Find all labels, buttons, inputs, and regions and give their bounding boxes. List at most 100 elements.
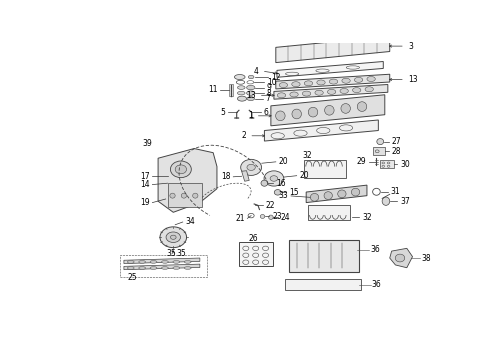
Ellipse shape bbox=[324, 105, 334, 115]
Text: 27: 27 bbox=[391, 137, 401, 146]
Ellipse shape bbox=[247, 164, 255, 170]
Text: 32: 32 bbox=[362, 213, 371, 222]
Ellipse shape bbox=[275, 111, 285, 121]
Text: 13: 13 bbox=[408, 75, 417, 84]
Ellipse shape bbox=[310, 193, 318, 201]
Ellipse shape bbox=[139, 261, 146, 263]
Ellipse shape bbox=[181, 193, 187, 198]
Text: 32: 32 bbox=[302, 151, 312, 160]
Text: 3: 3 bbox=[408, 42, 413, 51]
Ellipse shape bbox=[338, 190, 346, 198]
Text: 23: 23 bbox=[272, 212, 282, 221]
Text: 8: 8 bbox=[267, 89, 271, 98]
Ellipse shape bbox=[234, 117, 239, 119]
Ellipse shape bbox=[260, 215, 265, 219]
Polygon shape bbox=[242, 171, 249, 181]
Ellipse shape bbox=[234, 75, 245, 80]
Ellipse shape bbox=[315, 90, 323, 95]
Ellipse shape bbox=[277, 93, 286, 98]
Text: 36: 36 bbox=[370, 245, 380, 254]
Ellipse shape bbox=[354, 77, 363, 82]
Ellipse shape bbox=[171, 161, 191, 177]
Ellipse shape bbox=[238, 91, 245, 95]
Polygon shape bbox=[271, 95, 385, 126]
Ellipse shape bbox=[317, 80, 325, 85]
Ellipse shape bbox=[341, 104, 350, 113]
Text: 9: 9 bbox=[267, 83, 271, 92]
Ellipse shape bbox=[308, 107, 318, 117]
Text: 5: 5 bbox=[221, 108, 226, 117]
Text: 34: 34 bbox=[185, 217, 195, 226]
Ellipse shape bbox=[248, 75, 254, 79]
Ellipse shape bbox=[238, 86, 245, 89]
Ellipse shape bbox=[377, 139, 384, 145]
Ellipse shape bbox=[290, 92, 298, 97]
Text: 39: 39 bbox=[143, 139, 152, 148]
Polygon shape bbox=[276, 74, 390, 89]
Text: 30: 30 bbox=[400, 160, 410, 169]
Ellipse shape bbox=[351, 188, 360, 196]
Ellipse shape bbox=[340, 89, 348, 94]
Text: 36: 36 bbox=[372, 280, 382, 289]
Ellipse shape bbox=[238, 96, 246, 101]
Ellipse shape bbox=[241, 159, 262, 175]
Bar bbox=[289, 240, 359, 272]
Ellipse shape bbox=[184, 267, 191, 269]
Ellipse shape bbox=[327, 89, 336, 94]
Text: 38: 38 bbox=[421, 253, 431, 262]
Polygon shape bbox=[276, 36, 390, 63]
Ellipse shape bbox=[270, 176, 278, 181]
Polygon shape bbox=[124, 258, 200, 264]
Text: 6: 6 bbox=[263, 108, 268, 117]
Ellipse shape bbox=[162, 267, 169, 269]
Ellipse shape bbox=[175, 165, 187, 174]
Ellipse shape bbox=[246, 91, 255, 95]
Text: 2: 2 bbox=[242, 131, 246, 140]
Ellipse shape bbox=[324, 192, 332, 199]
Text: 21: 21 bbox=[235, 214, 245, 223]
Ellipse shape bbox=[127, 267, 134, 269]
Ellipse shape bbox=[279, 82, 288, 87]
Text: 10: 10 bbox=[267, 78, 277, 87]
Polygon shape bbox=[274, 85, 388, 99]
Text: 37: 37 bbox=[400, 197, 410, 206]
Bar bbox=[308, 205, 350, 220]
Text: 7: 7 bbox=[265, 94, 270, 103]
Ellipse shape bbox=[395, 254, 405, 262]
Ellipse shape bbox=[160, 227, 187, 248]
Text: 13: 13 bbox=[246, 91, 256, 100]
Text: 33: 33 bbox=[279, 192, 288, 201]
Polygon shape bbox=[277, 62, 383, 77]
Ellipse shape bbox=[249, 117, 254, 119]
Ellipse shape bbox=[261, 180, 268, 186]
Ellipse shape bbox=[329, 79, 338, 84]
Ellipse shape bbox=[292, 82, 300, 87]
Polygon shape bbox=[124, 264, 200, 270]
Text: 11: 11 bbox=[208, 85, 218, 94]
Ellipse shape bbox=[247, 97, 254, 100]
Ellipse shape bbox=[162, 261, 169, 263]
Text: 35: 35 bbox=[167, 249, 176, 258]
Ellipse shape bbox=[127, 261, 134, 263]
Text: 31: 31 bbox=[391, 187, 400, 196]
Ellipse shape bbox=[171, 235, 176, 239]
Ellipse shape bbox=[184, 261, 191, 263]
Ellipse shape bbox=[342, 78, 350, 83]
Bar bbox=[229, 84, 233, 96]
Text: 1: 1 bbox=[248, 111, 253, 120]
Ellipse shape bbox=[274, 190, 281, 195]
Text: 20: 20 bbox=[299, 171, 309, 180]
Text: 35: 35 bbox=[176, 249, 186, 258]
Ellipse shape bbox=[170, 193, 175, 198]
Ellipse shape bbox=[382, 197, 390, 205]
Bar bbox=[168, 183, 202, 207]
Ellipse shape bbox=[150, 267, 157, 269]
Ellipse shape bbox=[264, 171, 284, 186]
Text: 18: 18 bbox=[221, 172, 231, 181]
Ellipse shape bbox=[246, 85, 255, 90]
Text: 12: 12 bbox=[271, 72, 280, 81]
Ellipse shape bbox=[352, 87, 361, 93]
Bar bbox=[373, 148, 385, 155]
Ellipse shape bbox=[173, 261, 180, 263]
Bar bbox=[239, 242, 273, 266]
